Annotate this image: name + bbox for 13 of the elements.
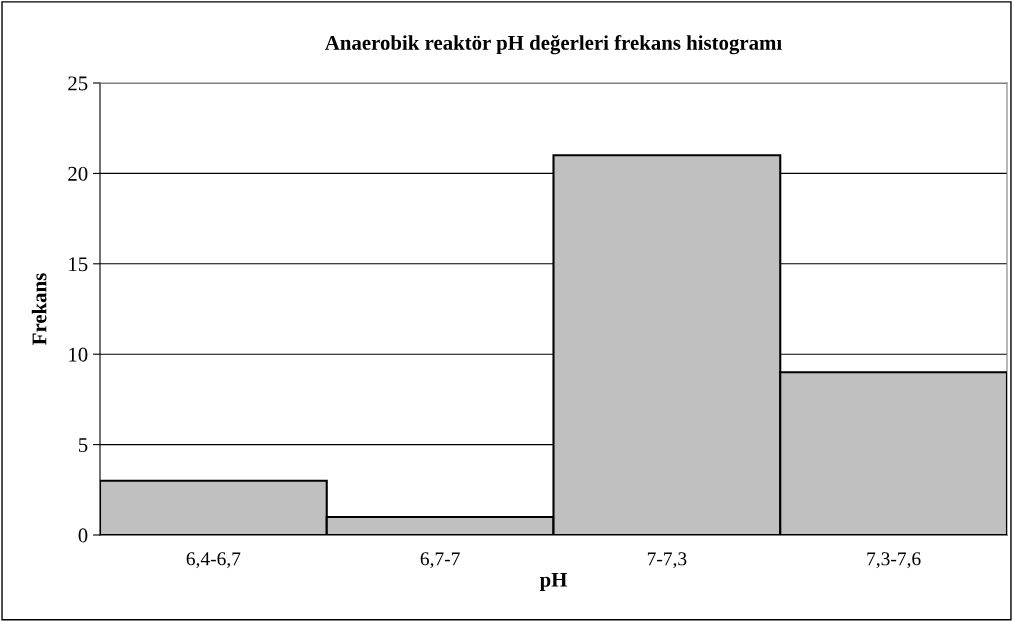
chart-title: Anaerobik reaktör pH değerleri frekans histogramı — [325, 34, 782, 55]
x-axis-title: pH — [539, 572, 568, 591]
x-tick-label: 7-7,3 — [647, 552, 687, 569]
y-tick-label: 5 — [78, 438, 88, 453]
y-tick-label: 0 — [78, 528, 88, 543]
x-tick-label: 6,4-6,7 — [186, 552, 241, 569]
x-tick-label: 7,3-7,6 — [867, 552, 921, 569]
y-tick-label: 10 — [69, 347, 88, 362]
y-tick-label: 20 — [68, 166, 88, 181]
y-axis-title: Frekans — [31, 273, 47, 345]
y-tick-label: 25 — [68, 76, 88, 91]
y-tick-label: 15 — [69, 257, 88, 272]
x-tick-label: 6,7-7 — [420, 552, 460, 569]
